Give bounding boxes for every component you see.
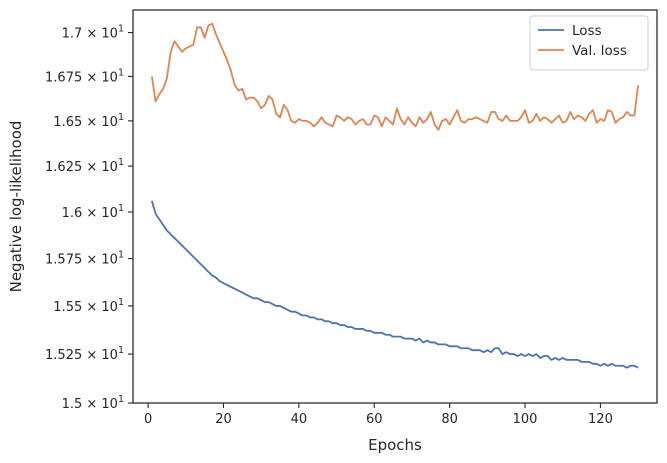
series-layer	[150, 22, 640, 369]
y-tick-label: 1.675 × 101	[45, 67, 124, 85]
y-tick-label: 1.55 × 101	[53, 297, 124, 315]
y-tick-label: 1.6 × 101	[62, 203, 124, 221]
y-tick-label: 1.7 × 101	[62, 24, 124, 42]
y-axis-ticks: 1.5 × 101 1.525 × 101 1.55 × 101 1.575 × 10…	[45, 24, 133, 412]
legend: Loss Val. loss	[529, 15, 649, 71]
legend-entry: Val. loss	[572, 43, 627, 59]
y-tick-label: 1.5 × 101	[62, 394, 124, 412]
y-tick-label: 1.525 × 101	[45, 345, 124, 363]
x-axis-ticks: 0 20 40 60 80 100 120	[144, 403, 613, 427]
x-tick-label: 120	[588, 412, 613, 427]
y-tick-label: 1.65 × 101	[53, 112, 124, 130]
legend-entry: Loss	[572, 23, 602, 39]
x-tick-label: 20	[215, 412, 232, 427]
x-tick-label: 80	[441, 412, 458, 427]
x-tick-label: 100	[513, 412, 538, 427]
y-axis-label: Negative log-likelihood	[7, 121, 25, 293]
x-tick-label: 40	[291, 412, 308, 427]
y-tick-label: 1.625 × 101	[45, 157, 124, 175]
x-tick-label: 0	[144, 412, 152, 427]
y-tick-label: 1.575 × 101	[45, 250, 124, 268]
x-axis-label: Epochs	[368, 436, 422, 454]
x-tick-label: 60	[366, 412, 383, 427]
plot-frame	[132, 9, 658, 404]
series-line-val-loss	[150, 22, 640, 131]
series-line-loss	[150, 200, 639, 369]
